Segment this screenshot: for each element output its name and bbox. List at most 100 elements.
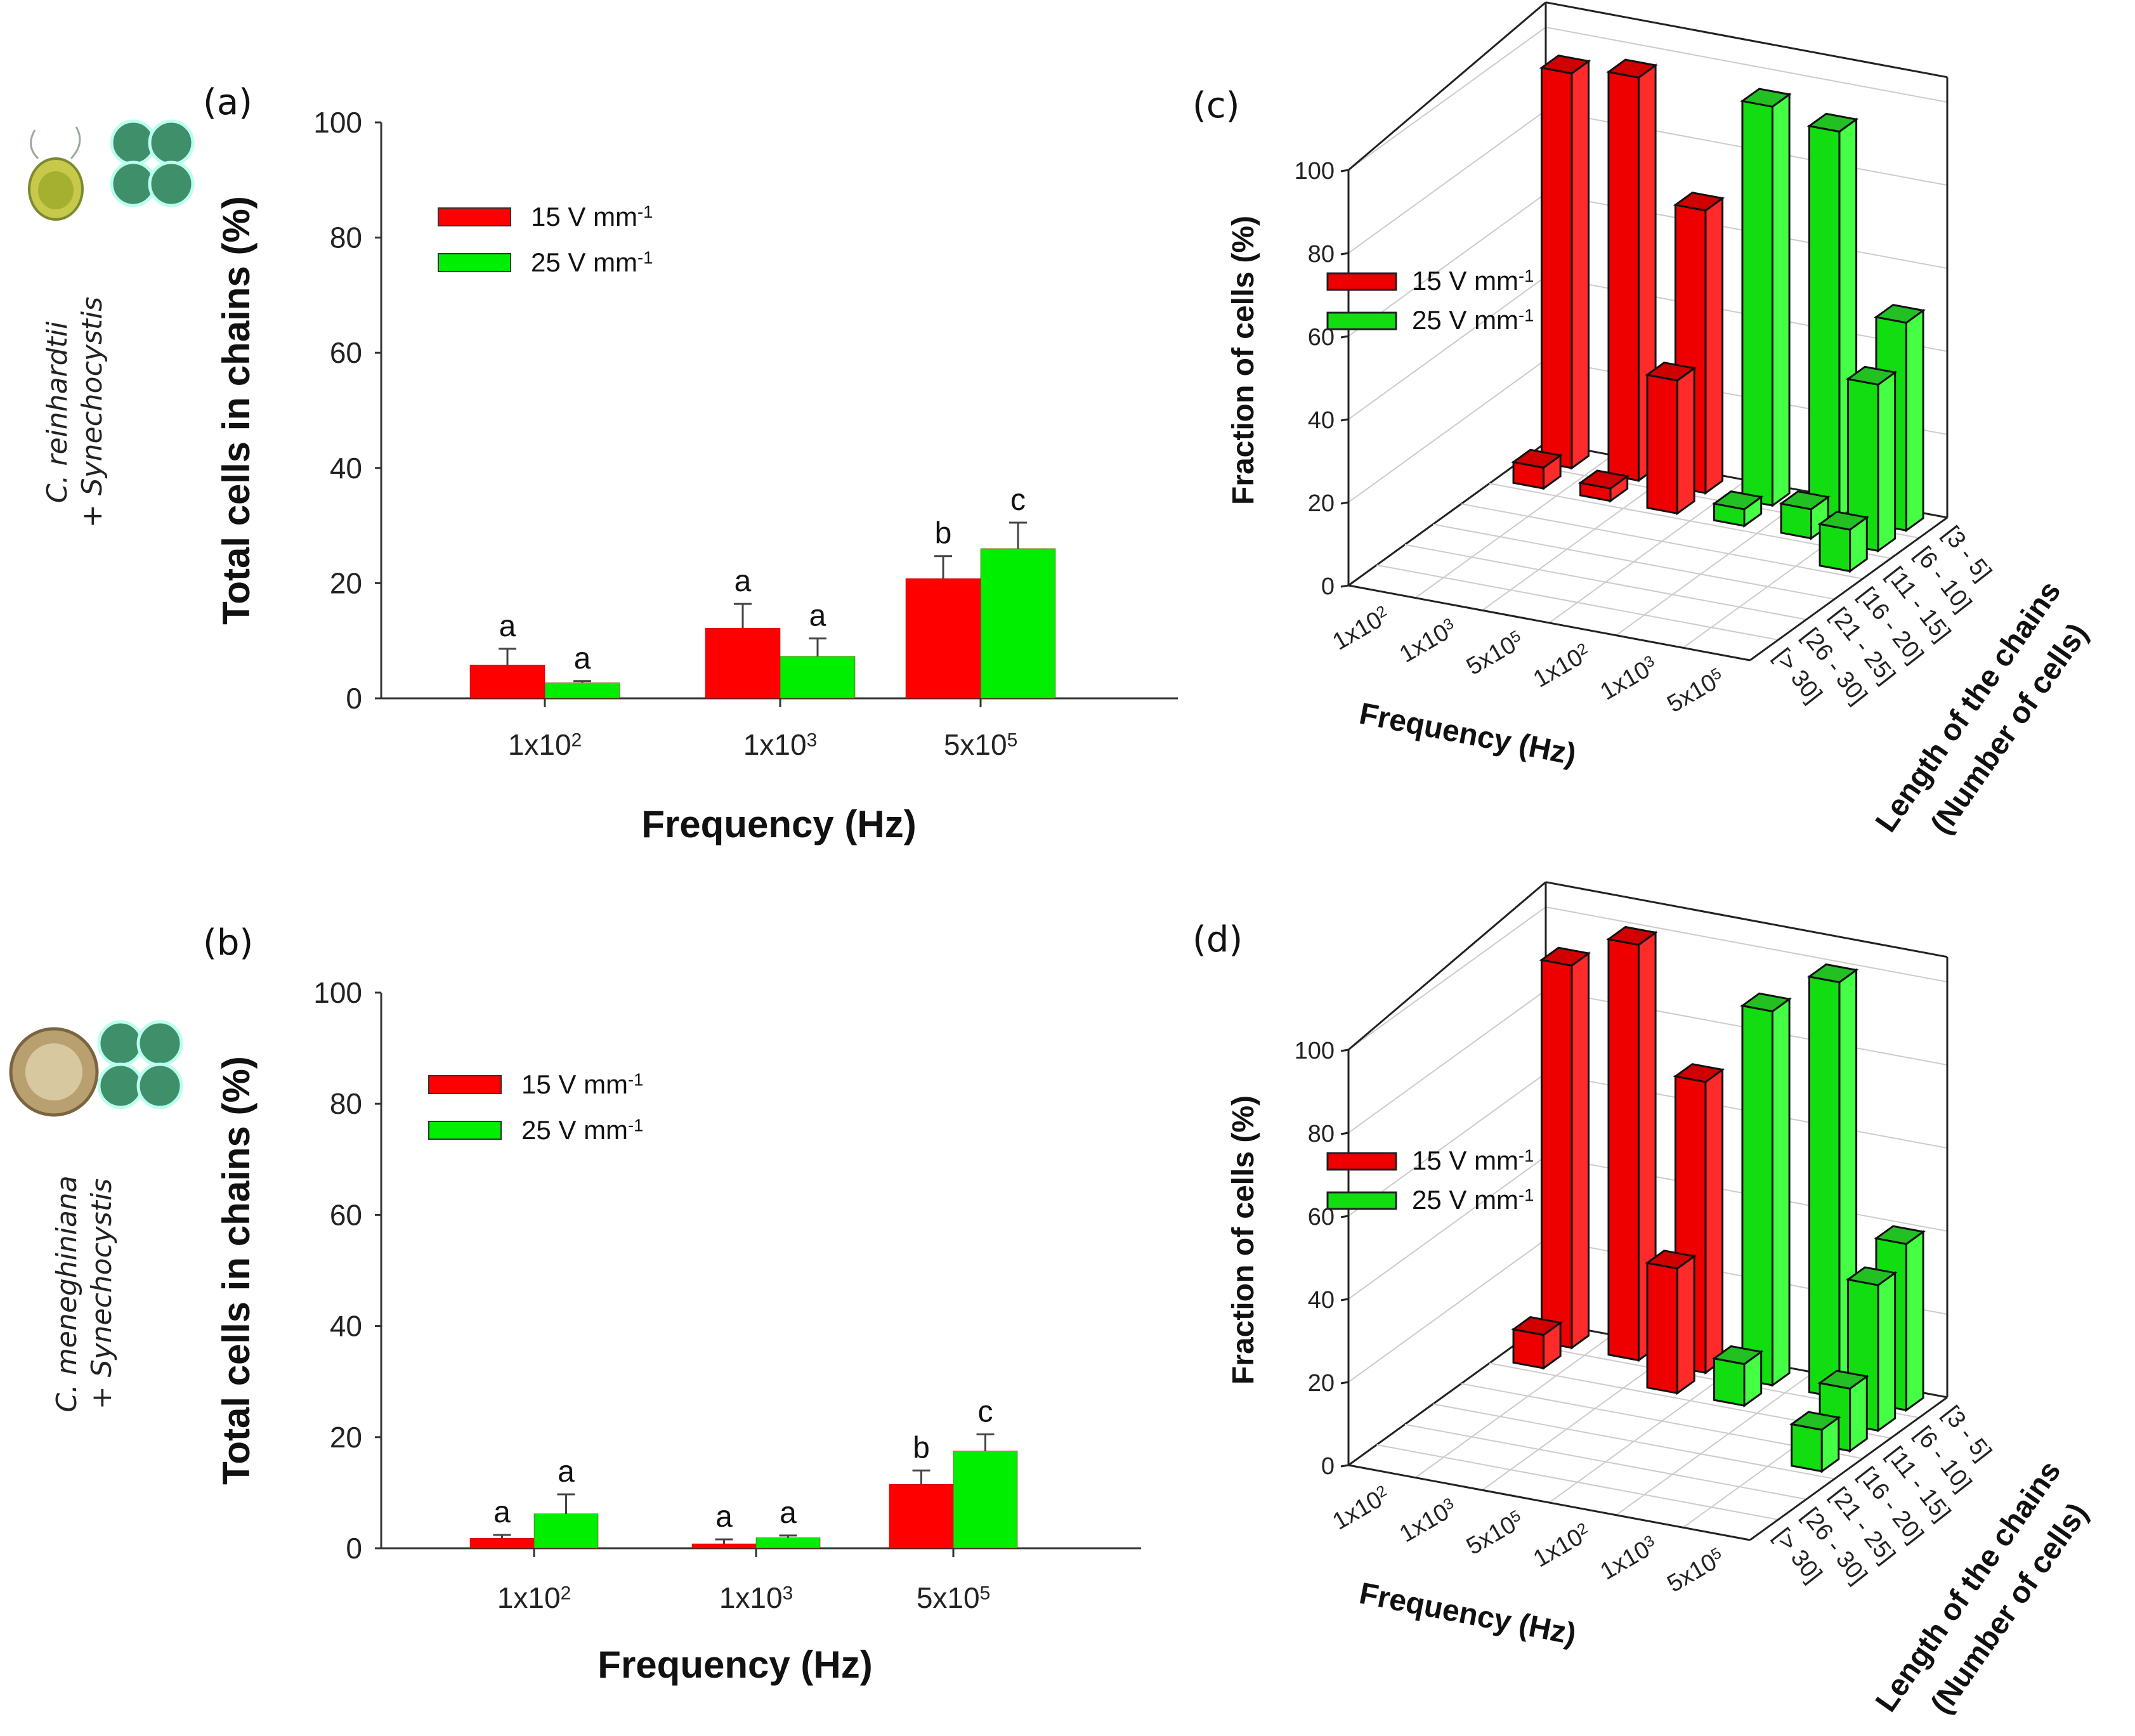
x-tick-label: 1x103 xyxy=(719,1581,793,1614)
legend-label: 15 V mm-1 xyxy=(1412,266,1534,296)
bar-25v xyxy=(780,656,856,699)
x-axis-title: Frequency (Hz) xyxy=(597,1643,872,1686)
significance-letter: a xyxy=(499,610,516,643)
y-axis xyxy=(1749,516,1948,662)
bar-front-face xyxy=(1791,1423,1823,1473)
significance-letter: a xyxy=(493,1496,511,1529)
bar-front-face xyxy=(1646,374,1679,515)
bar-25v xyxy=(953,1451,1018,1549)
z-tick xyxy=(1340,1048,1349,1052)
side-label-top-line1: C. reinhardtii xyxy=(41,321,74,503)
bar-front-face xyxy=(1808,975,1841,1399)
y-tick-label: 0 xyxy=(346,682,362,715)
x-axis xyxy=(1348,1464,1751,1541)
y-tick-label: 40 xyxy=(330,452,362,485)
bar-side-face xyxy=(1877,1270,1897,1433)
bar-top-face xyxy=(1874,304,1926,324)
bar3d-25v xyxy=(1740,992,1792,1387)
legend-swatch xyxy=(1326,1191,1397,1210)
bar-15v xyxy=(691,1543,757,1549)
bar3d-25v xyxy=(1817,511,1869,573)
x-tick-label: 5x105 xyxy=(1462,627,1528,681)
x-tick-label: 1x102 xyxy=(497,1581,571,1614)
z-tick-label: 80 xyxy=(1308,1121,1335,1147)
panel-label-a: (a) xyxy=(203,82,252,123)
bar3d-25v xyxy=(1789,1411,1841,1473)
bar-side-face xyxy=(1877,370,1897,553)
bar-top-face xyxy=(1645,1250,1697,1270)
y-tick-label: 0 xyxy=(346,1532,362,1565)
bar-top-face xyxy=(1577,469,1630,490)
left-wall-gridline xyxy=(1348,27,1546,171)
left-wall-gridline xyxy=(1348,989,1546,1133)
y-tick-label: 100 xyxy=(313,976,362,1009)
bar3d-15v xyxy=(1645,1250,1697,1395)
bar-side-face xyxy=(1676,1254,1695,1395)
bar-side-face xyxy=(1905,1230,1924,1413)
bar3d-chart-c: 0204060801001x1021x1035x1051x1021x1035x1… xyxy=(1227,1,2094,840)
bar-chart-b: 0 20 40 60 80 100 1x102 1x103 5x105 Frequency (Hz… xyxy=(215,976,1141,1686)
legend-swatch xyxy=(438,253,511,272)
box-edge xyxy=(1348,1,1546,171)
bar-top-face xyxy=(1789,1411,1841,1431)
significance-letter: a xyxy=(809,599,826,633)
legend-swatch xyxy=(1326,272,1397,291)
z-tick-label: 80 xyxy=(1308,241,1335,268)
box-edge xyxy=(1545,881,1948,958)
bar-top-face xyxy=(1606,58,1658,79)
bar3d-25v xyxy=(1740,88,1792,507)
x-tick-label: 1x102 xyxy=(1328,1482,1394,1535)
bar3d-25v xyxy=(1711,1345,1764,1408)
legend-swatch xyxy=(428,1121,502,1140)
significance-letter: a xyxy=(735,565,752,598)
bar-side-face xyxy=(1676,366,1695,516)
floor-gridline xyxy=(1376,564,1779,641)
bar-front-face xyxy=(1741,1004,1773,1387)
legend-label: 25 V mm-1 xyxy=(1412,1185,1534,1215)
bar-25v xyxy=(755,1537,821,1549)
z-tick-label: 100 xyxy=(1295,1038,1335,1064)
bar-side-face xyxy=(1570,951,1590,1350)
z-tick xyxy=(1340,252,1349,256)
bar-top-face xyxy=(1817,1369,1869,1390)
bar3d-25v xyxy=(1711,490,1764,528)
bar-25v xyxy=(544,682,620,699)
bar3d-25v xyxy=(1845,365,1898,553)
side-label-top-line2: + Synechocystis xyxy=(76,297,108,528)
x-tick-label: 1x103 xyxy=(1596,652,1662,705)
bar-top-face xyxy=(1606,925,1658,946)
bar3d-15v xyxy=(1673,192,1725,495)
x-tick-label: 1x103 xyxy=(1395,615,1461,668)
z-tick-label: 20 xyxy=(1308,490,1335,517)
bar-front-face xyxy=(1607,70,1640,482)
significance-letter: c xyxy=(978,1395,993,1428)
bar-top-face xyxy=(1711,490,1764,511)
bar-15v xyxy=(705,627,781,699)
x-tick-label: 1x102 xyxy=(508,728,582,761)
y-tick-label: 100 xyxy=(313,106,362,139)
left-wall-gridline xyxy=(1348,110,1546,254)
x-tick-label: 5x105 xyxy=(1462,1507,1528,1560)
side-label-bottom-line2: + Synechocystis xyxy=(86,1178,118,1409)
x-tick-label: 5x105 xyxy=(917,1581,990,1614)
z-tick xyxy=(1340,418,1349,422)
floor-gridline xyxy=(1616,1371,1814,1516)
significance-letter: a xyxy=(715,1500,733,1534)
z-tick xyxy=(1340,1381,1349,1385)
floor-gridline xyxy=(1376,1444,1779,1520)
floor-gridline xyxy=(1433,523,1835,600)
bar-25v xyxy=(533,1513,599,1549)
x-axis-title: Frequency (Hz) xyxy=(641,803,916,845)
bar3d-15v xyxy=(1539,946,1591,1350)
cyclotella-synechocystis-icon xyxy=(9,1020,183,1117)
legend-label: 15 V mm-1 xyxy=(1412,1145,1534,1175)
y-tick-label: 60 xyxy=(330,336,362,369)
bar-top-face xyxy=(1806,963,1859,984)
bar-15v xyxy=(889,1484,954,1549)
bar-top-face xyxy=(1845,1266,1898,1286)
panel-label-c: (c) xyxy=(1192,85,1239,126)
bar-side-face xyxy=(1704,196,1724,495)
z-tick xyxy=(1340,584,1349,588)
bar-top-face xyxy=(1806,112,1859,133)
